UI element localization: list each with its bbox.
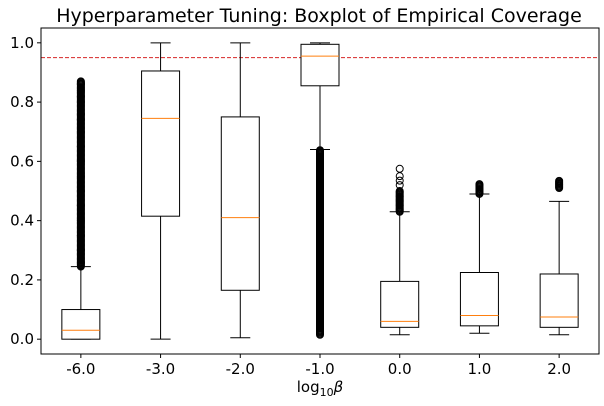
- flier-point: [76, 92, 85, 101]
- y-tick-label: 0.6: [10, 152, 34, 170]
- box-group--3.0: [141, 42, 181, 340]
- flier-point: [76, 258, 85, 267]
- box-group--2.0: [220, 42, 260, 339]
- flier-point: [395, 176, 404, 185]
- box-group-0.0: [380, 164, 420, 336]
- flier-point: [475, 180, 484, 189]
- flier-point: [76, 127, 85, 136]
- y-tick-label: 1.0: [10, 34, 34, 52]
- y-tick-label: 0.0: [10, 330, 34, 348]
- box-group-2.0: [539, 176, 579, 336]
- flier-point: [76, 201, 85, 210]
- y-tick-label: 0.8: [10, 93, 34, 111]
- y-tick-label: 0.4: [10, 212, 34, 230]
- box: [380, 280, 420, 328]
- x-tick-label: -6.0: [66, 360, 95, 378]
- x-tick-label: 2.0: [547, 360, 571, 378]
- chart-title: Hyperparameter Tuning: Boxplot of Empiri…: [56, 5, 582, 27]
- flier-point: [76, 231, 85, 240]
- x-axis-label: log10β: [297, 378, 344, 399]
- x-tick-label: -1.0: [305, 360, 334, 378]
- flier-point: [76, 142, 85, 151]
- flier-point: [76, 109, 85, 118]
- x-tick-label: -2.0: [226, 360, 255, 378]
- flier-point: [555, 176, 564, 185]
- flier-point: [76, 187, 85, 195]
- flier-point: [395, 181, 404, 190]
- flier-point: [76, 80, 85, 89]
- axes: 0.0 0.2 0.4 0.6 0.8 1.0 -6.0 -3.0 -2.0 -1.0 0.0 1.0…: [10, 27, 600, 378]
- box-group--6.0: [61, 77, 101, 340]
- flier-point: [76, 157, 85, 166]
- flier-point: [76, 77, 85, 86]
- x-tick-label: 0.0: [388, 360, 412, 378]
- flier-point: [76, 98, 85, 107]
- box: [61, 309, 101, 340]
- x-axis-label-text: log10β: [297, 378, 344, 399]
- y-tick-label: 0.2: [10, 271, 34, 289]
- flier-point: [76, 172, 85, 181]
- box: [300, 43, 340, 87]
- box: [459, 272, 499, 327]
- x-tick-label: -3.0: [146, 360, 175, 378]
- flier-point: [395, 164, 404, 173]
- flier-point: [395, 187, 404, 196]
- flier-point: [76, 115, 85, 124]
- box: [141, 70, 181, 217]
- box: [220, 116, 260, 291]
- flier-point: [76, 86, 85, 95]
- flier-point: [76, 216, 85, 225]
- flier-point: [316, 146, 324, 155]
- flier-point: [76, 246, 85, 255]
- x-tick-label: 1.0: [467, 360, 491, 378]
- chart-marks: [41, 42, 599, 340]
- box-group--1.0: [300, 42, 340, 339]
- box: [539, 273, 579, 328]
- box-group-1.0: [459, 180, 499, 334]
